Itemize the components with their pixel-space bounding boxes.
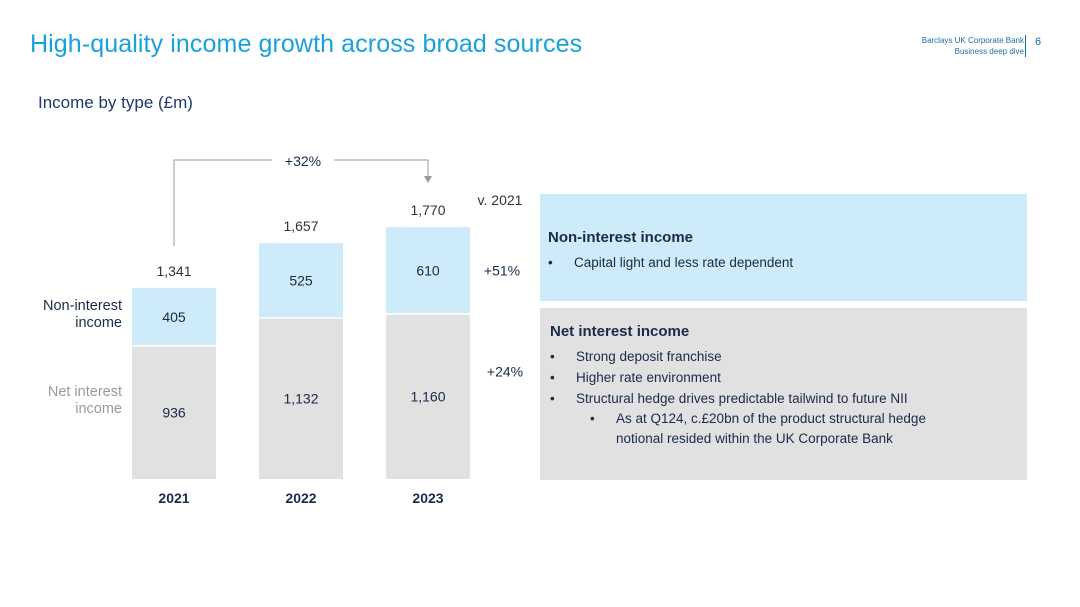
bar-net-interest-2021 (132, 345, 216, 479)
total-label-2023: 1,770 (410, 202, 445, 218)
total-label-2022: 1,657 (283, 218, 318, 234)
net-interest-income-panel: Net interest income • Strong deposit fran… (540, 308, 1027, 480)
sub-list-item: • As at Q124, c.£20bn of the product stru… (550, 409, 926, 449)
bar-non-interest-2021 (132, 288, 216, 346)
list-item: • Structural hedge drives predictable tai… (550, 388, 926, 409)
x-tick-label-2023: 2023 (412, 490, 443, 506)
x-tick-label-2022: 2022 (285, 490, 316, 506)
legend-net-interest-income: Net interest income (48, 384, 122, 417)
vs-change-net-interest: +24% (487, 363, 523, 379)
net-interest-panel-heading: Net interest income (550, 323, 690, 340)
sub-bullet-line-2: notional resided within the UK Corporate… (616, 431, 893, 446)
data-label-non-interest-2022: 525 (289, 273, 313, 289)
non-interest-bullets: • Capital light and less rate dependent (548, 252, 793, 273)
page-title: High-quality income growth across broad … (30, 30, 583, 58)
page-number: 6 (1035, 36, 1042, 48)
brand-line-2: Business deep dive (954, 47, 1024, 56)
growth-arrow-left-segment (173, 159, 272, 247)
x-tick-label-2021: 2021 (158, 490, 189, 506)
list-item: • Strong deposit franchise (550, 346, 926, 367)
data-label-non-interest-2023: 610 (416, 263, 440, 279)
data-label-net-interest-2022: 1,132 (283, 390, 318, 406)
data-label-net-interest-2021: 936 (162, 404, 186, 420)
list-item: • Higher rate environment (550, 367, 926, 388)
bar-non-interest-2022 (259, 243, 343, 318)
bullet-glyph: • (550, 391, 555, 406)
growth-arrow-label: +32% (285, 153, 321, 169)
growth-arrow-head (424, 176, 432, 183)
bar-net-interest-2023 (386, 313, 470, 479)
data-label-net-interest-2023: 1,160 (410, 388, 445, 404)
growth-arrow-right-segment (334, 159, 429, 176)
brand-caption: Barclays UK Corporate Bank Business deep… (922, 35, 1024, 57)
header-divider (1025, 35, 1026, 57)
bullet-glyph: • (590, 411, 595, 426)
brand-line-1: Barclays UK Corporate Bank (921, 36, 1024, 45)
sub-bullet-line-1: As at Q124, c.£20bn of the product struc… (616, 411, 926, 426)
vs-2021-header: v. 2021 (478, 192, 523, 208)
chart-title: Income by type (£m) (38, 93, 193, 112)
bullet-glyph: • (550, 370, 555, 385)
non-interest-panel-heading: Non-interest income (548, 229, 694, 246)
legend-non-interest-income: Non-interest income (43, 298, 122, 331)
data-label-non-interest-2021: 405 (162, 309, 186, 325)
total-label-2021: 1,341 (156, 263, 191, 279)
non-interest-income-panel: Non-interest income • Capital light and l… (540, 194, 1027, 301)
net-interest-bullets: • Strong deposit franchise • Higher rate e… (550, 346, 926, 449)
vs-change-non-interest: +51% (484, 263, 520, 279)
bullet-glyph: • (548, 255, 553, 270)
bar-net-interest-2022 (259, 317, 343, 479)
bar-non-interest-2023 (386, 227, 470, 314)
list-item: • Capital light and less rate dependent (548, 252, 793, 273)
bullet-glyph: • (550, 349, 555, 364)
